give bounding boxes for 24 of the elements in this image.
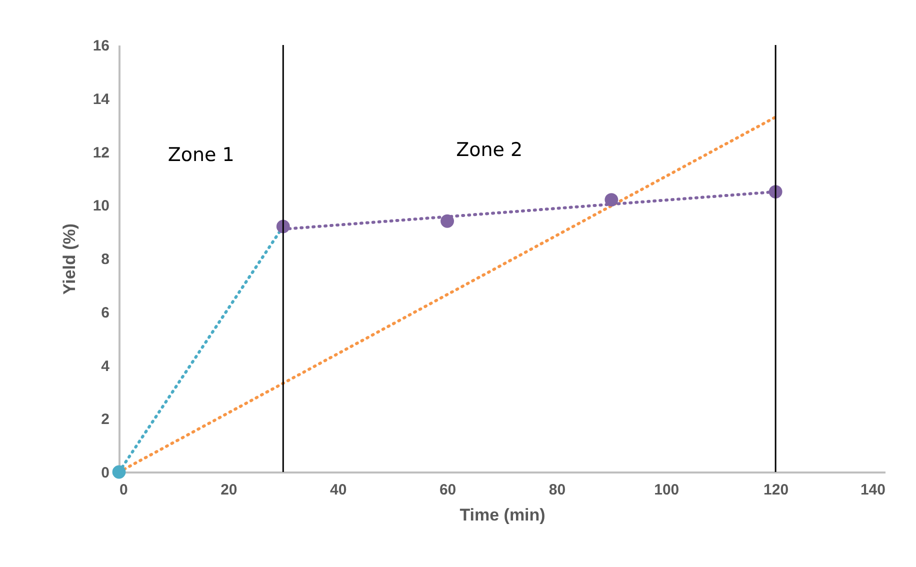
x-tick-label: 0 — [120, 482, 128, 498]
x-tick-label: 140 — [860, 482, 886, 498]
annotation: Zone 2 — [456, 139, 523, 161]
y-tick-label: 4 — [101, 358, 110, 375]
y-tick-label: 14 — [92, 90, 110, 108]
y-tick-label: 10 — [92, 198, 110, 215]
y-tick-label: 12 — [92, 144, 110, 162]
point — [440, 214, 454, 228]
y-tick-label: 8 — [101, 251, 110, 268]
x-tick-label: 40 — [330, 482, 347, 498]
point — [112, 465, 126, 479]
y-tick-label: 2 — [101, 411, 110, 428]
x-tick-label: 20 — [220, 482, 238, 498]
y-tick-label: 16 — [92, 38, 110, 54]
y-axis-title: Yield (%) — [60, 223, 79, 295]
x-tick-label: 120 — [764, 482, 789, 498]
x-tick-label: 80 — [548, 482, 566, 498]
x-tick-label: 100 — [654, 482, 680, 498]
y-tick-label: 6 — [101, 304, 110, 322]
point — [604, 193, 618, 206]
annotation: Zone 1 — [168, 144, 234, 166]
x-tick-label: 60 — [439, 482, 456, 498]
x-axis-title: Time (min) — [460, 506, 546, 524]
y-tick-label: 0 — [101, 464, 110, 482]
